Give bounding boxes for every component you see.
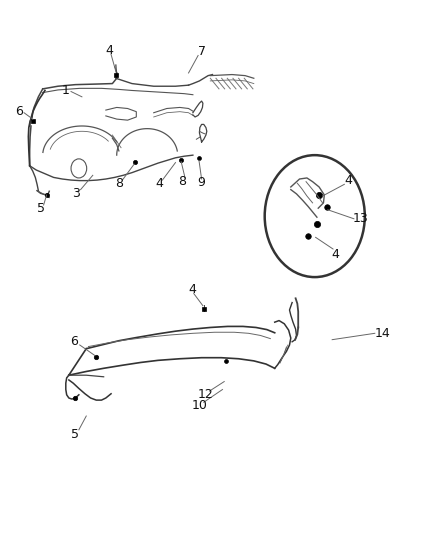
Text: 6: 6 (71, 335, 78, 348)
Text: 5: 5 (36, 201, 45, 215)
Text: 9: 9 (198, 176, 205, 189)
Text: 6: 6 (15, 104, 23, 118)
Text: 4: 4 (155, 177, 163, 190)
Text: 13: 13 (353, 212, 368, 225)
Text: 4: 4 (345, 174, 353, 187)
Text: 5: 5 (71, 428, 78, 441)
Text: 7: 7 (198, 45, 206, 58)
Text: 3: 3 (72, 187, 80, 200)
Text: 8: 8 (115, 177, 123, 190)
Text: 14: 14 (374, 327, 390, 340)
Text: 4: 4 (106, 44, 113, 56)
Text: 10: 10 (191, 399, 207, 412)
Text: 4: 4 (332, 248, 339, 261)
Text: 8: 8 (178, 175, 186, 188)
Text: 12: 12 (197, 389, 213, 401)
Text: 4: 4 (188, 284, 196, 296)
Text: 1: 1 (62, 84, 70, 97)
